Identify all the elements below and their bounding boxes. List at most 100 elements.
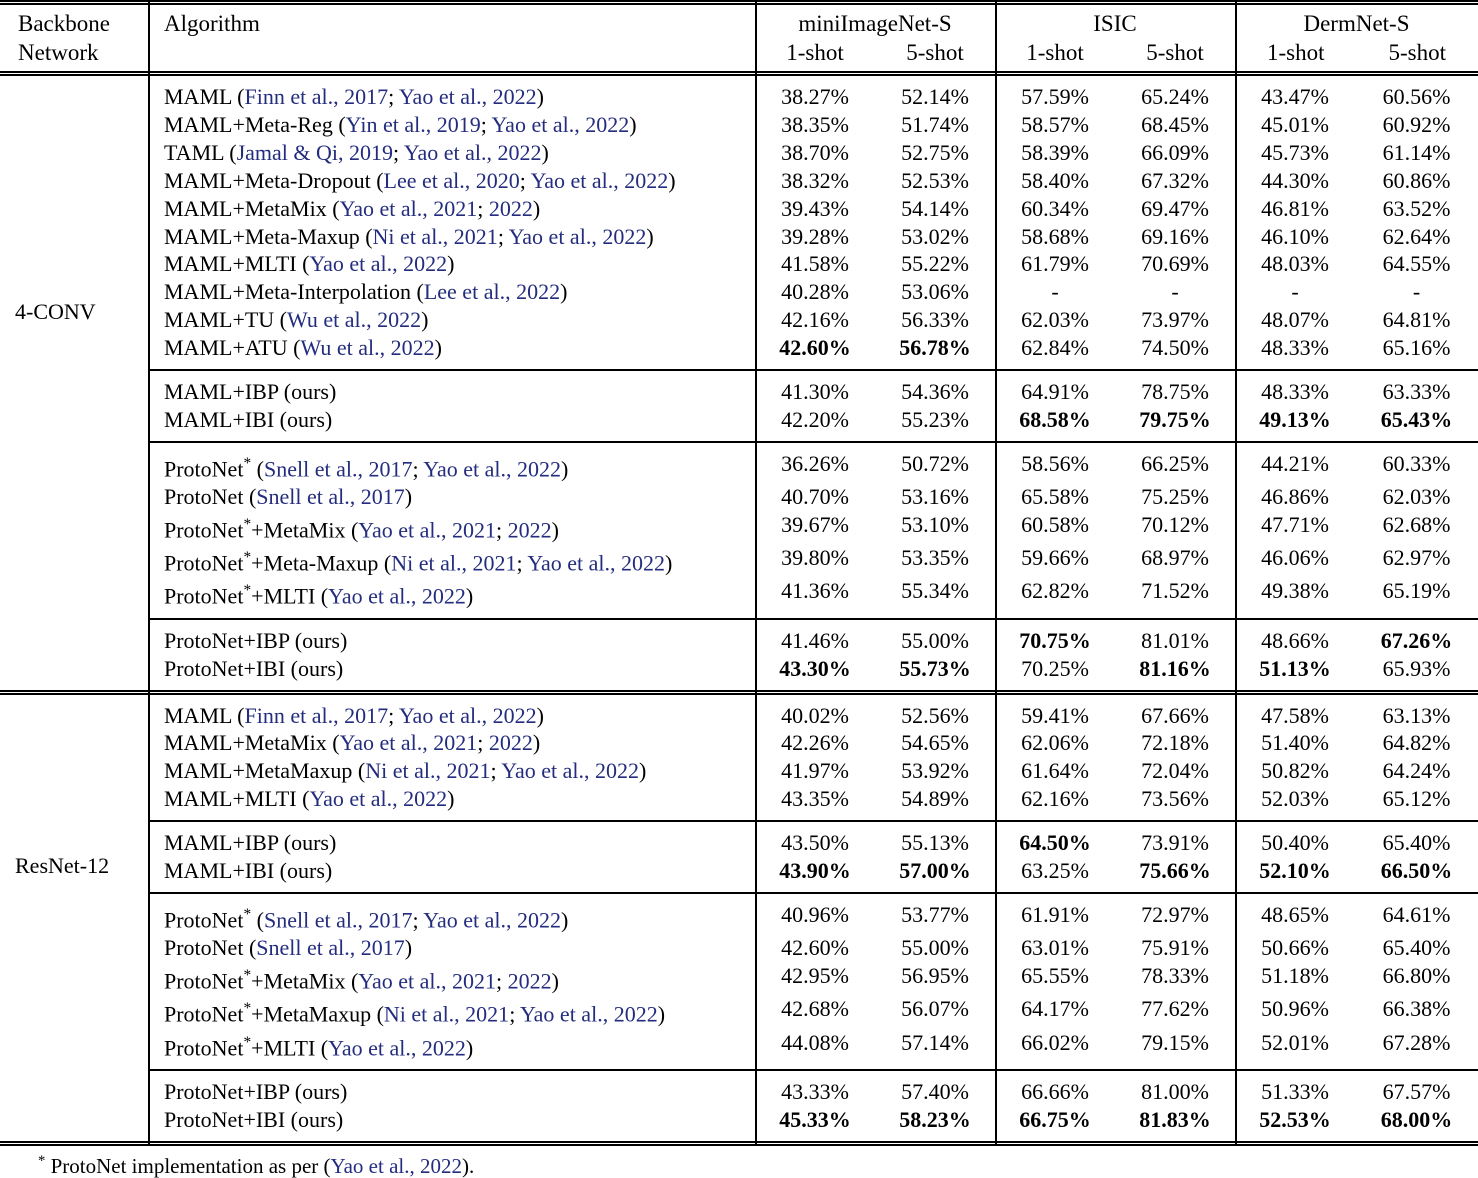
citation-link[interactable]: Wu et al., 2022 [287, 307, 421, 332]
algorithm-cell: ProtoNet*+MLTI (Yao et al., 2022) [148, 1029, 755, 1062]
metric-cell: 56.33% [875, 306, 995, 334]
text-run: ) [542, 140, 549, 165]
metric-cell: - [1235, 278, 1355, 306]
metric-cell: 55.73% [875, 655, 995, 683]
text-run: ) [561, 456, 568, 481]
citation-link[interactable]: Yao et al., 2021 [358, 968, 496, 993]
citation-link[interactable]: Yao et al., 2022 [328, 584, 466, 609]
citation-link[interactable]: Snell et al., 2017 [264, 907, 412, 932]
text-run: ; [412, 907, 423, 932]
citation-link[interactable]: Jamal & Qi, 2019 [237, 140, 393, 165]
citation-link[interactable]: Yin et al., 2019 [346, 112, 481, 137]
metric-cell: 62.16% [995, 785, 1115, 813]
metric-cell: 62.68% [1355, 511, 1478, 544]
metric-cell: 73.97% [1115, 306, 1235, 334]
citation-link[interactable]: Yao et al., 2022 [531, 168, 669, 193]
citation-link[interactable]: Yao et al., 2022 [509, 224, 647, 249]
citation-link[interactable]: Ni et al., 2021 [373, 224, 498, 249]
metric-cell: 64.91% [995, 378, 1115, 406]
text-run: MAML+MetaMix ( [164, 196, 340, 221]
citation-link[interactable]: 2022 [508, 968, 552, 993]
citation-link[interactable]: Yao et al., 2021 [340, 730, 478, 755]
metric-cell: 60.86% [1355, 167, 1478, 195]
metric-cell: 62.64% [1355, 223, 1478, 251]
metric-cell: 46.81% [1235, 195, 1355, 223]
metric-cell: 55.34% [875, 577, 995, 610]
text-run: ; [520, 168, 531, 193]
metric-cell: 67.26% [1355, 627, 1478, 655]
citation-link[interactable]: Ni et al., 2021 [365, 758, 490, 783]
table-row: MAML+IBP (ours)43.50%55.13%64.50%73.91%5… [148, 829, 1478, 857]
citation-link[interactable]: Lee et al., 2022 [424, 279, 560, 304]
dataset-header-miniimagenet-s: miniImageNet-S 1-shot 5-shot [755, 5, 995, 71]
metric-cell: 36.26% [755, 450, 875, 483]
metric-cell: 69.16% [1115, 223, 1235, 251]
text-run: MAML+MLTI ( [164, 251, 309, 276]
citation-link[interactable]: Yao et al., 2022 [328, 1035, 466, 1060]
citation-link[interactable]: Yao et al., 2022 [501, 758, 639, 783]
text-run: ProtoNet [164, 907, 243, 932]
citation-link[interactable]: Ni et al., 2021 [391, 551, 516, 576]
citation-link[interactable]: Lee et al., 2020 [384, 168, 520, 193]
citation-link[interactable]: Finn et al., 2017 [244, 703, 388, 728]
asterisk-marker: * [243, 967, 251, 984]
citation-link[interactable]: Snell et al., 2017 [256, 935, 404, 960]
table-row: MAML+TU (Wu et al., 2022)42.16%56.33%62.… [148, 306, 1478, 334]
metric-cell: 68.58% [995, 406, 1115, 434]
text-run: ) [466, 1035, 473, 1060]
metric-cell: 81.01% [1115, 627, 1235, 655]
algorithm-cell: MAML+MLTI (Yao et al., 2022) [148, 785, 755, 813]
citation-link[interactable]: 2022 [508, 517, 552, 542]
citation-link[interactable]: Yao et al., 2022 [404, 140, 542, 165]
citation-link[interactable]: 2022 [489, 196, 533, 221]
citation-link[interactable]: Wu et al., 2022 [300, 335, 434, 360]
citation-link[interactable]: Yao et al., 2022 [520, 1002, 658, 1027]
metric-cell: 50.96% [1235, 995, 1355, 1028]
metric-cell: 42.26% [755, 729, 875, 757]
text-run: MAML ( [164, 703, 244, 728]
metric-cell: 66.09% [1115, 139, 1235, 167]
citation-link[interactable]: Yao et al., 2021 [358, 517, 496, 542]
citation-link[interactable]: Snell et al., 2017 [256, 484, 404, 509]
metric-cell: 59.41% [995, 702, 1115, 730]
text-run: MAML+IBI (ours) [164, 858, 332, 883]
metric-cell: 55.13% [875, 829, 995, 857]
metric-cell: 43.35% [755, 785, 875, 813]
citation-link[interactable]: Yao et al., 2022 [331, 1154, 462, 1178]
metric-cell: 70.69% [1115, 250, 1235, 278]
table-row: MAML+Meta-Interpolation (Lee et al., 202… [148, 278, 1478, 306]
citation-link[interactable]: Snell et al., 2017 [264, 456, 412, 481]
text-run: ProtoNet+IBI (ours) [164, 1107, 343, 1132]
metric-cell: 66.80% [1355, 962, 1478, 995]
metric-cell: 44.30% [1235, 167, 1355, 195]
table-row: MAML+IBP (ours)41.30%54.36%64.91%78.75%4… [148, 378, 1478, 406]
metric-cell: 41.30% [755, 378, 875, 406]
metric-cell: 52.14% [875, 83, 995, 111]
metric-cell: 52.03% [1235, 785, 1355, 813]
algorithm-cell: ProtoNet (Snell et al., 2017) [148, 483, 755, 511]
citation-link[interactable]: Ni et al., 2021 [384, 1002, 509, 1027]
citation-link[interactable]: Yao et al., 2022 [399, 703, 537, 728]
citation-link[interactable]: Yao et al., 2022 [423, 456, 561, 481]
citation-link[interactable]: Yao et al., 2022 [527, 551, 665, 576]
table-row: MAML (Finn et al., 2017; Yao et al., 202… [148, 702, 1478, 730]
metric-cell: 75.91% [1115, 934, 1235, 962]
asterisk-marker: * [243, 516, 251, 533]
table-row: ProtoNet* (Snell et al., 2017; Yao et al… [148, 450, 1478, 483]
table-row: ProtoNet*+MLTI (Yao et al., 2022)44.08%5… [148, 1029, 1478, 1062]
citation-link[interactable]: Yao et al., 2022 [399, 84, 537, 109]
text-run: ( [251, 456, 264, 481]
table-row: ProtoNet+IBP (ours)43.33%57.40%66.66%81.… [148, 1078, 1478, 1106]
text-run: ; [393, 140, 404, 165]
citation-link[interactable]: Yao et al., 2022 [309, 251, 447, 276]
citation-link[interactable]: Yao et al., 2021 [340, 196, 478, 221]
citation-link[interactable]: Yao et al., 2022 [309, 786, 447, 811]
metric-cell: 63.13% [1355, 702, 1478, 730]
citation-link[interactable]: Yao et al., 2022 [492, 112, 630, 137]
metric-cell: 65.43% [1355, 406, 1478, 434]
citation-link[interactable]: Yao et al., 2022 [423, 907, 561, 932]
algorithm-cell: MAML+IBI (ours) [148, 857, 755, 885]
citation-link[interactable]: 2022 [489, 730, 533, 755]
text-run: ; [509, 1002, 520, 1027]
citation-link[interactable]: Finn et al., 2017 [244, 84, 388, 109]
